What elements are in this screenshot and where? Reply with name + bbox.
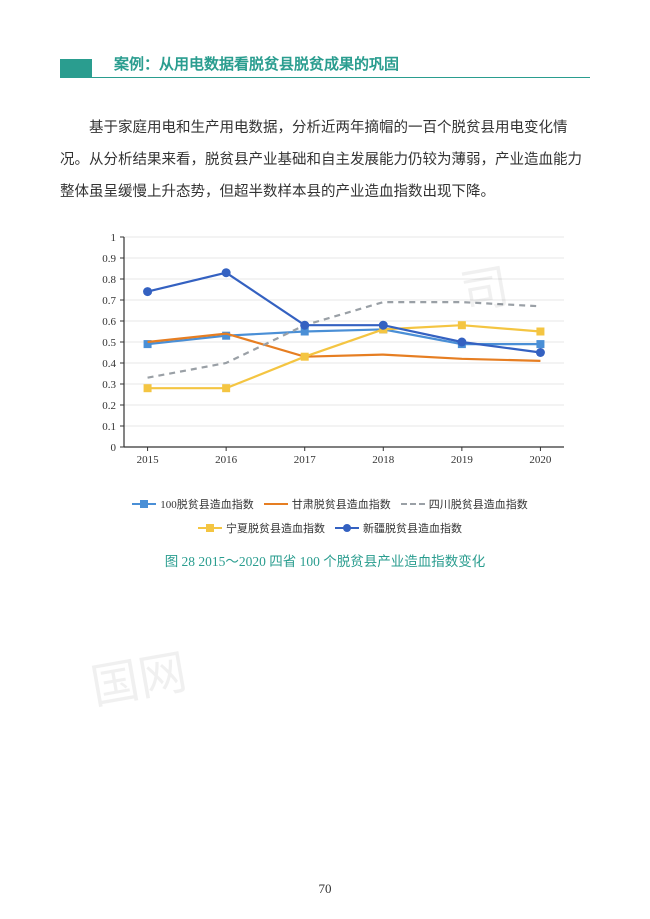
watermark: 国网	[85, 632, 192, 718]
svg-text:2020: 2020	[529, 454, 552, 466]
svg-text:0.7: 0.7	[102, 295, 116, 307]
svg-text:0.6: 0.6	[102, 316, 116, 328]
header-accent-block	[60, 59, 92, 77]
svg-text:2015: 2015	[137, 454, 160, 466]
legend-item: 新疆脱贫县造血指数	[335, 520, 462, 536]
svg-text:2016: 2016	[215, 454, 238, 466]
chart-svg: 0 0.1 0.2 0.3 0.4 0.5 0.6 0.7 0.8 0.9 1 2015 2016 201…	[80, 227, 570, 487]
svg-text:0.9: 0.9	[102, 253, 116, 265]
figure-caption: 图 28 2015～2020 四省 100 个脱贫县产业造血指数变化	[60, 550, 590, 570]
svg-text:2019: 2019	[451, 454, 474, 466]
legend-item: 甘肃脱贫县造血指数	[264, 496, 391, 512]
legend-item: 100脱贫县造血指数	[132, 496, 254, 512]
svg-text:0.3: 0.3	[102, 379, 116, 391]
svg-text:0.2: 0.2	[102, 400, 116, 412]
chart-legend: 100脱贫县造血指数甘肃脱贫县造血指数四川脱贫县造血指数宁夏脱贫县造血指数新疆脱…	[80, 492, 580, 540]
svg-text:0.8: 0.8	[102, 274, 116, 286]
legend-item: 宁夏脱贫县造血指数	[198, 520, 325, 536]
svg-text:0: 0	[111, 442, 117, 454]
svg-text:0.1: 0.1	[102, 421, 116, 433]
legend-item: 四川脱贫县造血指数	[401, 496, 528, 512]
svg-text:2018: 2018	[372, 454, 395, 466]
svg-text:0.5: 0.5	[102, 337, 116, 349]
line-chart: 0 0.1 0.2 0.3 0.4 0.5 0.6 0.7 0.8 0.9 1 2015 2016 201…	[80, 227, 580, 540]
page-number: 70	[0, 881, 650, 897]
svg-text:0.4: 0.4	[102, 358, 116, 370]
svg-text:1: 1	[111, 232, 117, 244]
body-paragraph: 基于家庭用电和生产用电数据，分析近两年摘帽的一百个脱贫县用电变化情况。从分析结果…	[60, 113, 590, 209]
section-header: 案例：从用电数据看脱贫县脱贫成果的巩固	[60, 50, 590, 78]
svg-text:2017: 2017	[294, 454, 317, 466]
header-title: 案例：从用电数据看脱贫县脱贫成果的巩固	[114, 53, 399, 77]
